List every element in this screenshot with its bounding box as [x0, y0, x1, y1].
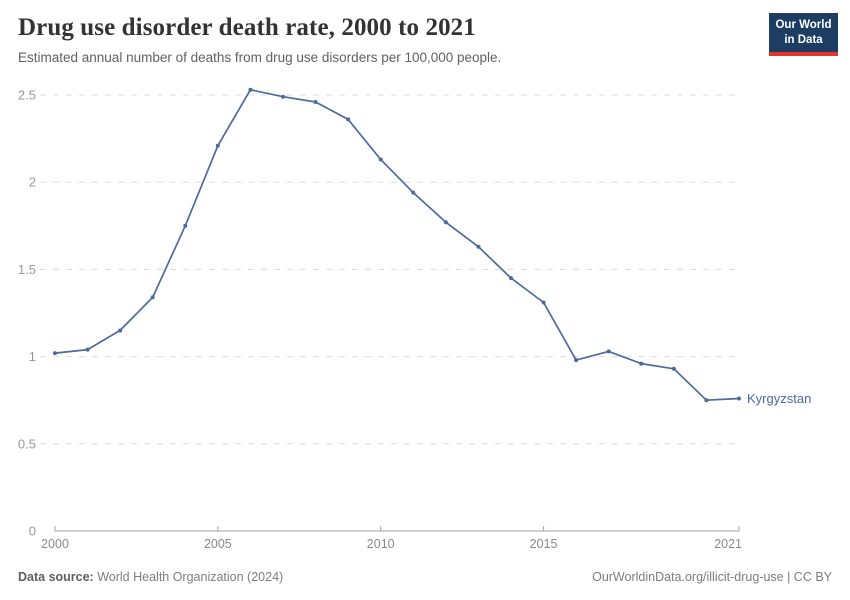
- data-point[interactable]: [476, 244, 481, 249]
- data-point[interactable]: [183, 223, 188, 228]
- data-point[interactable]: [248, 87, 253, 92]
- data-point[interactable]: [346, 117, 351, 122]
- x-axis-tick-label: 2005: [204, 537, 232, 551]
- data-line-kyrgyzstan[interactable]: [54, 88, 740, 402]
- y-axis-tick-label: 0.5: [18, 436, 36, 451]
- series-label[interactable]: Kyrgyzstan: [747, 391, 811, 406]
- chart-footer: Data source: World Health Organization (…: [18, 570, 832, 584]
- data-point[interactable]: [378, 157, 383, 162]
- y-axis-tick-label: 1: [29, 349, 36, 364]
- x-axis-tick-label: 2000: [41, 537, 69, 551]
- y-axis-tick-label: 2: [29, 175, 36, 190]
- data-point[interactable]: [639, 361, 644, 366]
- data-point[interactable]: [281, 94, 285, 99]
- attribution-link[interactable]: OurWorldinData.org/illicit-drug-use | CC…: [592, 570, 832, 584]
- data-point[interactable]: [53, 351, 57, 356]
- x-axis-tick-label: 2021: [714, 537, 742, 551]
- data-source-note: Data source: World Health Organization (…: [18, 570, 283, 584]
- data-point[interactable]: [541, 300, 546, 305]
- data-point[interactable]: [574, 358, 579, 363]
- y-axis-tick-label: 2.5: [18, 88, 36, 103]
- data-point[interactable]: [704, 398, 709, 403]
- chart-header: Drug use disorder death rate, 2000 to 20…: [18, 14, 750, 65]
- data-point[interactable]: [313, 99, 318, 104]
- owid-logo[interactable]: Our World in Data: [769, 13, 838, 56]
- page-title: Drug use disorder death rate, 2000 to 20…: [18, 14, 476, 41]
- data-point[interactable]: [606, 349, 611, 354]
- chart-area[interactable]: 0 0.5 1 1.5 2 2.5 2000 2005 2010 2015 2021 Kyrgyzst…: [0, 78, 850, 560]
- data-point[interactable]: [411, 190, 416, 195]
- owid-logo-line1: Our World: [775, 19, 832, 31]
- line-chart[interactable]: 0 0.5 1 1.5 2 2.5 2000 2005 2010 2015 2021 Kyrgyzst…: [0, 78, 850, 560]
- data-point[interactable]: [671, 366, 676, 371]
- data-point[interactable]: [737, 396, 741, 401]
- y-axis-tick-label: 1.5: [18, 262, 36, 277]
- data-source-label: Data source:: [18, 570, 94, 584]
- data-point[interactable]: [443, 220, 448, 225]
- data-point[interactable]: [150, 295, 155, 300]
- x-axis-tick-label: 2015: [530, 537, 558, 551]
- x-axis-tick-label: 2010: [367, 537, 395, 551]
- data-point[interactable]: [118, 328, 123, 333]
- data-point[interactable]: [85, 347, 90, 352]
- chart-subtitle: Estimated annual number of deaths from d…: [18, 50, 502, 65]
- y-axis-tick-label: 0: [29, 524, 36, 539]
- data-point[interactable]: [215, 143, 220, 148]
- data-source-value: World Health Organization (2024): [97, 570, 284, 584]
- data-point[interactable]: [509, 276, 513, 281]
- owid-logo-line2: in Data: [784, 33, 823, 46]
